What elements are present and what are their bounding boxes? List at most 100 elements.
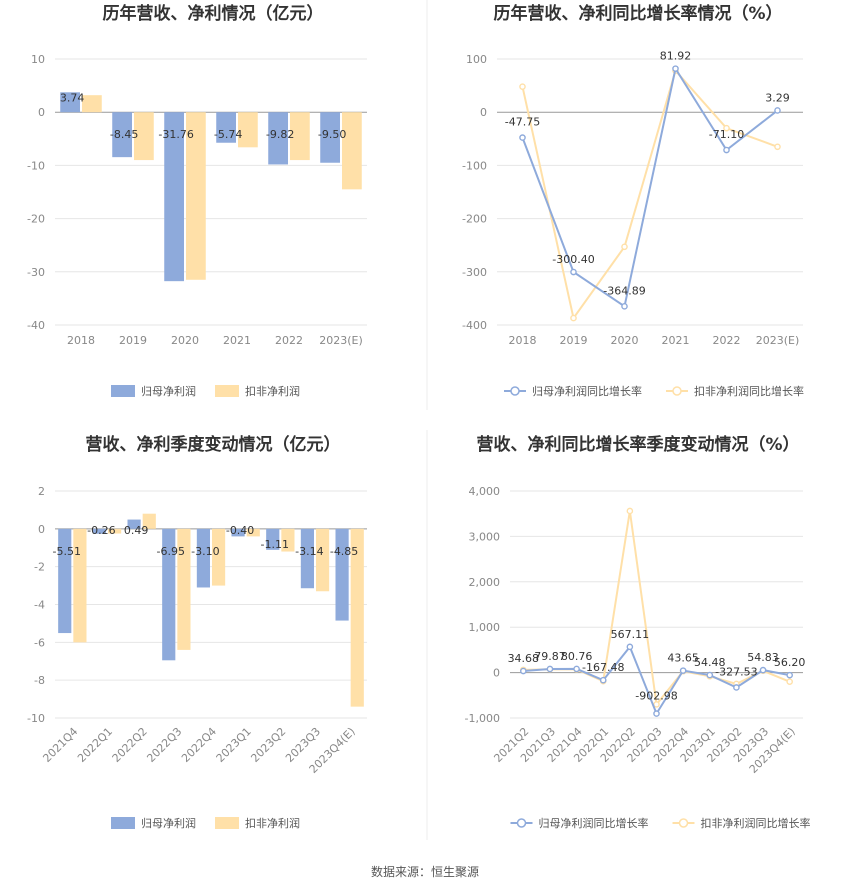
bar (127, 519, 141, 529)
y-tick-label: 10 (31, 53, 45, 66)
data-label: 567.11 (611, 628, 650, 641)
x-tick-label: 2018 (509, 334, 537, 347)
legend-swatch (111, 817, 135, 829)
y-tick-label: -40 (27, 319, 45, 332)
bar (196, 528, 210, 588)
bar (300, 528, 314, 589)
y-tick-label: 100 (466, 53, 487, 66)
x-tick-label: 2022Q1 (75, 725, 115, 765)
legend-label: 归母净利润同比增长率 (532, 384, 642, 398)
y-tick-label: -20 (27, 213, 45, 226)
data-label: -47.75 (505, 116, 540, 129)
data-label: -5.74 (214, 128, 242, 141)
series-point (723, 124, 730, 132)
data-label: -0.26 (87, 524, 115, 537)
data-label: 3.74 (60, 91, 85, 104)
bar (108, 528, 122, 534)
bar (335, 528, 349, 621)
legend-swatch-point (516, 818, 527, 828)
y-tick-label: -400 (462, 319, 487, 332)
data-label: 34.68 (508, 652, 540, 665)
bar (134, 112, 154, 161)
legend-label: 扣非净利润同比增长率 (701, 816, 811, 830)
bar (216, 112, 236, 143)
y-tick-label: 3,000 (469, 530, 501, 543)
series-point (653, 710, 660, 717)
data-label: 80.76 (561, 650, 593, 663)
series-point (626, 507, 634, 515)
bar (316, 528, 330, 592)
bar (238, 112, 258, 148)
data-label: -364.89 (603, 284, 645, 297)
bar (82, 95, 102, 113)
bar (290, 112, 310, 161)
bar (142, 513, 156, 529)
x-tick-label: 2023(E) (756, 334, 800, 347)
series-point (733, 684, 740, 691)
data-label: -0.40 (226, 524, 254, 537)
x-tick-label: 2022Q4 (179, 725, 219, 765)
series-point (570, 268, 577, 276)
bar (73, 528, 87, 643)
y-tick-label: -100 (462, 159, 487, 172)
legend-swatch-point (678, 818, 689, 828)
data-label: -902.98 (635, 690, 677, 703)
x-tick-label: 2021 (662, 334, 690, 347)
bar (164, 112, 184, 282)
x-tick-label: 2022Q3 (144, 725, 184, 765)
chart-title: 营收、净利同比增长率季度变动情况（%） (476, 434, 799, 455)
series-point (679, 667, 687, 674)
y-tick-label: 4,000 (469, 485, 501, 498)
bar (231, 528, 245, 537)
x-tick-label: 2020 (171, 334, 199, 347)
data-label: 81.92 (660, 50, 692, 63)
series-point (626, 643, 634, 651)
data-label: 56.20 (774, 656, 806, 669)
data-label: -31.76 (158, 128, 193, 141)
data-label: -9.50 (318, 128, 346, 141)
series-point (520, 667, 527, 675)
data-label: 0.49 (124, 524, 149, 537)
data-label: -1.11 (261, 538, 289, 551)
legend-label: 归母净利润 (141, 384, 196, 398)
data-label: -6.95 (157, 545, 185, 558)
chart-title: 历年营收、净利同比增长率情况（%） (493, 3, 782, 24)
series-point (599, 676, 607, 684)
x-tick-label: 2020 (611, 334, 639, 347)
series-point (706, 671, 714, 679)
legend-label: 归母净利润同比增长率 (539, 816, 649, 830)
series-point (786, 671, 793, 679)
x-tick-label: 2022 (713, 334, 741, 347)
y-tick-label: 0 (38, 106, 45, 119)
data-label: -167.48 (582, 661, 624, 674)
bar (58, 528, 72, 634)
bar (320, 112, 340, 163)
y-tick-label: -30 (27, 266, 45, 279)
x-tick-label: 2022Q2 (110, 725, 150, 765)
legend-label: 扣非净利润 (245, 816, 300, 830)
series-point (774, 143, 781, 151)
bar (112, 112, 132, 158)
data-label: -5.51 (53, 545, 81, 558)
series-point (519, 134, 526, 141)
series-point (723, 146, 730, 154)
chart-title: 营收、净利季度变动情况（亿元） (86, 434, 341, 455)
series-point (653, 701, 660, 708)
panel-annual-profit: 历年营收、净利情况（亿元） 10 0 -10 -20 -30 -40 2018 2019 2020… (27, 3, 367, 398)
series-line (521, 68, 778, 321)
panel-annual-growth: 历年营收、净利同比增长率情况（%） 100 0 -100 -200 -300 -400 201… (462, 3, 804, 398)
data-label: 43.65 (667, 652, 699, 665)
y-tick-label: 2,000 (469, 576, 501, 589)
source-note: 数据来源：恒生聚源 (371, 864, 479, 879)
bar (281, 528, 295, 552)
y-tick-label: -2 (34, 561, 45, 574)
x-tick-label: 2022 (275, 334, 303, 347)
bar (60, 92, 80, 113)
y-tick-label: -10 (27, 712, 45, 725)
legend-label: 扣非净利润同比增长率 (694, 384, 804, 398)
series-point (519, 83, 526, 90)
data-label: -71.10 (709, 128, 744, 141)
data-label: -327.53 (715, 665, 757, 678)
x-tick-label: 2023(E) (319, 334, 363, 347)
data-label: -3.10 (191, 545, 219, 558)
